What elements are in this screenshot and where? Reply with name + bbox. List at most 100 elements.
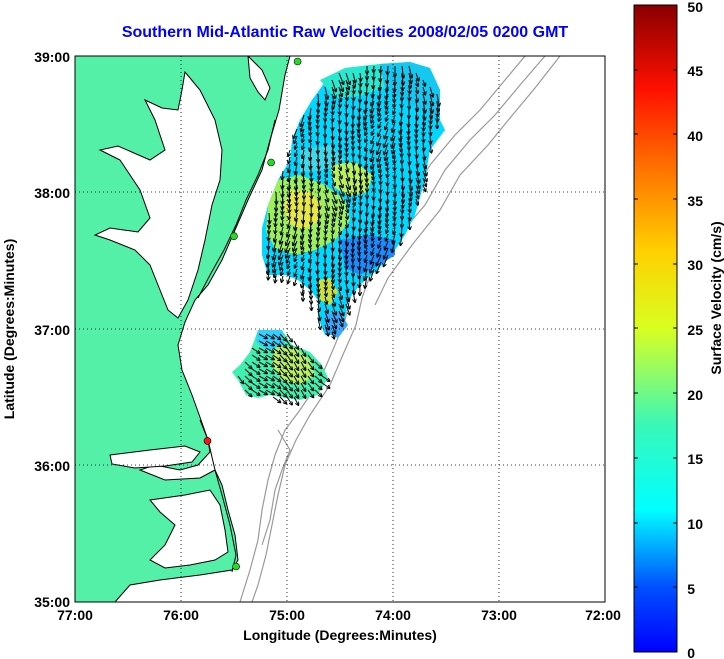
velocity-arrow bbox=[311, 177, 312, 186]
velocity-arrow bbox=[289, 177, 290, 190]
velocity-arrow bbox=[392, 240, 396, 252]
velocity-arrow bbox=[276, 212, 277, 221]
pamlico-sound bbox=[149, 489, 229, 569]
velocity-arrow bbox=[339, 282, 341, 290]
velocity-arrow bbox=[303, 163, 304, 176]
velocity-arrow bbox=[365, 135, 367, 142]
velocity-arrow bbox=[268, 268, 269, 279]
velocity-arrow bbox=[386, 233, 388, 241]
velocity-arrow bbox=[281, 226, 283, 234]
velocity-arrow bbox=[379, 86, 382, 99]
velocity-arrow bbox=[401, 142, 402, 151]
colorbar bbox=[633, 4, 678, 653]
station-marker bbox=[232, 562, 240, 571]
velocity-arrow bbox=[331, 296, 335, 306]
velocity-arrow bbox=[318, 114, 319, 123]
velocity-arrow bbox=[324, 184, 327, 192]
velocity-arrow bbox=[274, 240, 277, 251]
velocity-arrow bbox=[359, 128, 360, 137]
velocity-arrow bbox=[416, 198, 418, 205]
velocity-arrow bbox=[353, 156, 354, 165]
velocity-arrow bbox=[273, 254, 277, 267]
velocity-arrow bbox=[251, 382, 260, 388]
velocity-arrow bbox=[258, 354, 267, 359]
velocity-arrow bbox=[307, 361, 313, 369]
velocity-arrow bbox=[300, 389, 305, 398]
velocity-arrow bbox=[325, 149, 326, 162]
velocity-arrow bbox=[318, 219, 319, 230]
velocity-arrow bbox=[338, 198, 343, 209]
velocity-arrow bbox=[430, 135, 431, 143]
velocity-arrow bbox=[302, 275, 305, 287]
velocity-arrow bbox=[332, 219, 334, 226]
velocity-arrow bbox=[303, 212, 304, 223]
velocity-arrow bbox=[301, 114, 305, 126]
velocity-arrow bbox=[293, 340, 298, 349]
velocity-arrow bbox=[272, 368, 280, 374]
velocity-arrow bbox=[379, 212, 382, 224]
velocity-arrow bbox=[394, 219, 395, 226]
velocity-arrow bbox=[346, 226, 347, 237]
velocity-arrow bbox=[310, 149, 311, 160]
velocity-arrow bbox=[279, 361, 286, 369]
station-marker bbox=[293, 57, 302, 66]
velocity-arrow bbox=[353, 212, 354, 220]
velocity-arrow bbox=[293, 354, 298, 363]
velocity-arrow bbox=[293, 240, 298, 251]
velocity-arrow bbox=[416, 93, 417, 102]
velocity-arrow bbox=[300, 361, 305, 370]
velocity-arrow bbox=[374, 72, 375, 79]
velocity-arrow bbox=[338, 303, 343, 315]
station-markers bbox=[203, 57, 302, 571]
velocity-arrow bbox=[332, 331, 334, 339]
velocity-arrow bbox=[268, 247, 269, 258]
velocity-arrow bbox=[423, 121, 424, 130]
velocity-arrow bbox=[332, 163, 334, 170]
velocity-arrow bbox=[274, 268, 276, 277]
velocity-arrow bbox=[309, 261, 311, 271]
velocity-arrow bbox=[332, 240, 333, 251]
velocity-arrow bbox=[304, 205, 305, 214]
velocity-arrow bbox=[416, 149, 417, 157]
velocity-arrow bbox=[408, 170, 411, 182]
velocity-arrow bbox=[338, 72, 343, 84]
velocity-arrow bbox=[332, 135, 333, 148]
velocity-arrow bbox=[325, 233, 326, 240]
velocity-arrow bbox=[392, 121, 396, 132]
velocity-arrow bbox=[307, 382, 313, 390]
velocity-arrow bbox=[289, 205, 290, 212]
velocity-arrow bbox=[345, 303, 350, 315]
velocity-arrow bbox=[380, 198, 381, 210]
velocity-arrow bbox=[338, 205, 342, 214]
velocity-arrow bbox=[380, 191, 381, 202]
velocity-arrow bbox=[366, 163, 367, 176]
velocity-arrow bbox=[251, 368, 260, 374]
velocity-arrow bbox=[302, 135, 304, 142]
velocity-arrow bbox=[360, 177, 361, 188]
velocity-arrow bbox=[387, 79, 389, 92]
velocity-arrow bbox=[332, 261, 333, 273]
velocity-arrow bbox=[416, 142, 417, 149]
velocity-arrow bbox=[311, 198, 312, 207]
velocity-arrow bbox=[366, 93, 367, 104]
velocity-arrow bbox=[416, 79, 418, 86]
velocity-arrow bbox=[373, 79, 374, 88]
velocity-arrow bbox=[332, 114, 333, 121]
velocity-arrow bbox=[331, 79, 336, 91]
velocity-arrow bbox=[332, 233, 333, 241]
velocity-arrow bbox=[302, 226, 305, 239]
velocity-arrow bbox=[415, 177, 419, 188]
velocity-arrow bbox=[288, 170, 290, 181]
velocity-arrow bbox=[360, 205, 361, 213]
velocity-arrow bbox=[423, 149, 425, 159]
velocity-arrow bbox=[321, 382, 330, 388]
velocity-arrow bbox=[379, 163, 381, 172]
velocity-arrow bbox=[279, 375, 286, 383]
velocity-arrow bbox=[394, 226, 395, 234]
velocity-arrow bbox=[345, 198, 349, 207]
velocity-arrow bbox=[339, 268, 340, 276]
velocity-arrow bbox=[286, 396, 292, 405]
colorbar-tick-label: 45 bbox=[687, 63, 703, 79]
plot-frame bbox=[74, 55, 606, 603]
velocity-arrow bbox=[386, 93, 389, 104]
